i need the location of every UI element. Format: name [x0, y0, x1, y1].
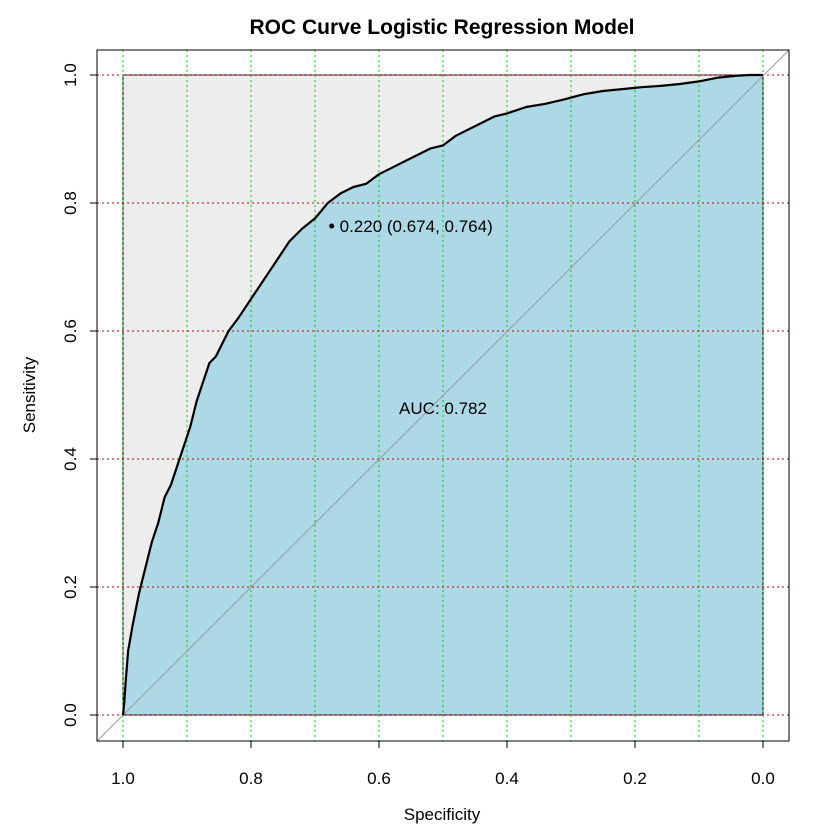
x-tick-label: 0.4 [495, 769, 519, 788]
plot-frame [96, 49, 790, 742]
x-tick-label: 0.6 [367, 769, 391, 788]
threshold-label: 0.220 (0.674, 0.764) [340, 217, 493, 236]
y-tick-label: 0.2 [61, 575, 80, 599]
threshold-point [329, 223, 335, 229]
y-axis-label: Sensitivity [20, 356, 39, 433]
diagonal-line [96, 49, 790, 742]
y-tick-label: 0.8 [61, 191, 80, 215]
y-tick-label: 0.4 [61, 447, 80, 471]
y-tick-label: 0.6 [61, 319, 80, 343]
x-tick-label: 1.0 [111, 769, 135, 788]
x-tick-label: 0.2 [623, 769, 647, 788]
roc-curve [121, 73, 763, 716]
y-tick-label: 1.0 [61, 63, 80, 87]
x-tick-label: 0.0 [751, 769, 775, 788]
y-tick-label: 0.0 [61, 703, 80, 727]
auc-label: AUC: 0.782 [399, 399, 487, 418]
x-axis-label: Specificity [404, 805, 481, 824]
x-tick-label: 0.8 [239, 769, 263, 788]
chart-title: ROC Curve Logistic Regression Model [249, 16, 634, 39]
plot-area: 1.0 0.8 0.6 0.4 0.2 0.0 0.0 0.2 0.4 0.6 0.8 1.0 [61, 49, 790, 788]
